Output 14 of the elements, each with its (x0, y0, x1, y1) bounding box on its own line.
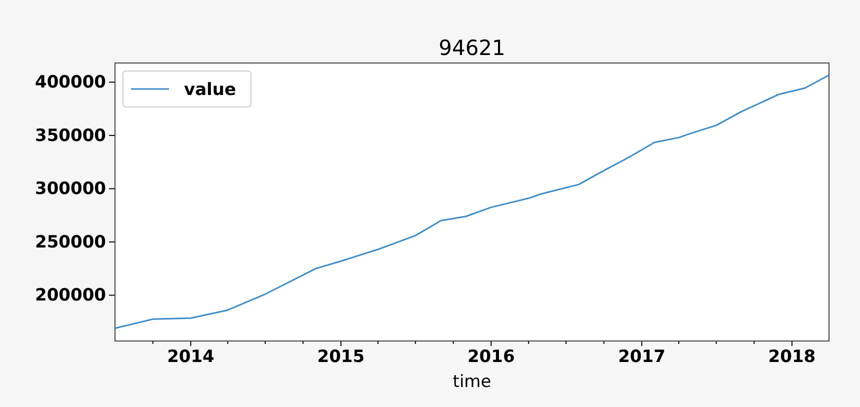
x-tick-label: 2016 (467, 347, 515, 368)
x-axis-title: time (452, 372, 492, 392)
chart-title: 94621 (438, 36, 506, 60)
y-tick-label: 250000 (35, 232, 106, 252)
y-tick-label: 200000 (35, 286, 106, 306)
x-tick-label: 2014 (167, 347, 215, 368)
line-series (114, 74, 830, 329)
y-tick-label: 350000 (35, 126, 106, 146)
y-tick-label: 400000 (35, 72, 106, 93)
x-tick-label: 2017 (618, 347, 666, 368)
legend-label: value (184, 80, 236, 100)
x-tick-label: 2015 (317, 347, 365, 368)
x-tick-label: 2018 (768, 347, 816, 368)
y-tick-label: 300000 (35, 179, 106, 200)
